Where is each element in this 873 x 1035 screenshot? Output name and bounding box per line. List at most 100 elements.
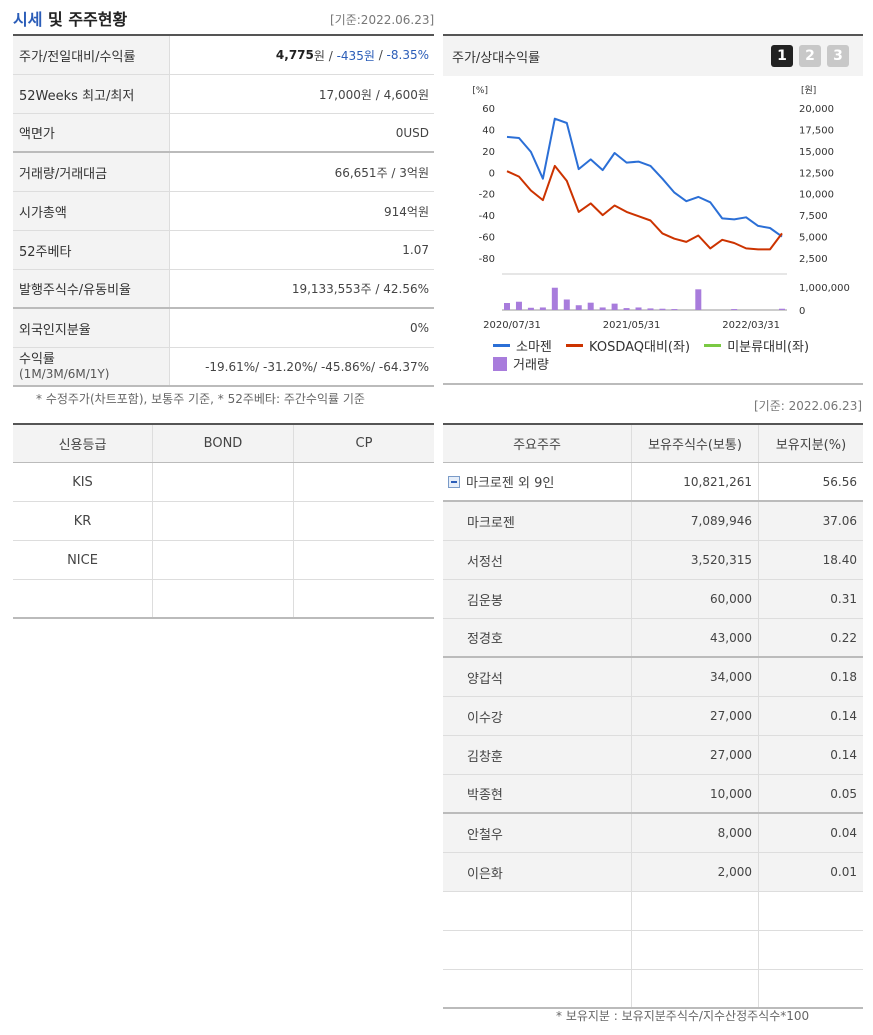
empty-cell bbox=[632, 931, 759, 969]
credit-cp bbox=[294, 580, 434, 617]
volume-bar bbox=[539, 307, 546, 310]
shareholder-row: 정경호 43,000 0.22 bbox=[443, 619, 863, 658]
chart-title: 주가/상대수익률 bbox=[443, 36, 863, 76]
credit-cp bbox=[294, 541, 434, 579]
left-axis-unit: [%] bbox=[472, 86, 488, 96]
left-tick-label: 40 bbox=[482, 125, 495, 136]
legend-series2-label: KOSDAQ대비(좌) bbox=[589, 340, 691, 355]
52week-row: 52Weeks 최고/최저 17,000원 / 4,600원 bbox=[13, 75, 434, 114]
chart-tab-2[interactable]: 2 bbox=[799, 45, 821, 67]
volume-bar bbox=[623, 308, 630, 310]
shareholder-name: 이수강 bbox=[443, 697, 632, 735]
price-unit: 원 / bbox=[313, 48, 337, 63]
empty-cell bbox=[443, 970, 632, 1007]
chart-tab-1[interactable]: 1 bbox=[771, 45, 793, 67]
volume-label: 거래량/거래대금 bbox=[13, 153, 170, 191]
left-tick-label: -80 bbox=[479, 254, 495, 265]
foreign-ratio-label: 외국인지분율 bbox=[13, 309, 170, 347]
price-sep: / bbox=[374, 48, 387, 62]
volume-row: 거래량/거래대금 66,651주 / 3억원 bbox=[13, 153, 434, 192]
group-ratio: 56.56 bbox=[822, 474, 857, 489]
x-tick-label: 2022/03/31 bbox=[722, 320, 780, 331]
volume-bar bbox=[671, 309, 678, 310]
shareholder-shares: 27,000 bbox=[632, 697, 759, 735]
return-label: 수익률 (1M/3M/6M/1Y) bbox=[13, 348, 170, 385]
shareholder-ratio: 0.05 bbox=[830, 786, 857, 801]
legend-box-icon bbox=[493, 356, 507, 371]
empty-cell bbox=[632, 892, 759, 930]
header-shares: 보유주식수(보통) bbox=[632, 425, 759, 462]
credit-cp bbox=[294, 502, 434, 540]
legend-series3: 미분류대비(좌) bbox=[704, 337, 809, 355]
credit-header-rating: 신용등급 bbox=[13, 425, 153, 462]
series-line-1 bbox=[506, 117, 783, 238]
beta-row: 52주베타 1.07 bbox=[13, 231, 434, 270]
price-table: 주가/전일대비/수익률 4,775 원 / -435원 / -8.35% 52W… bbox=[13, 34, 434, 387]
right-tick-label: 2,500 bbox=[799, 254, 828, 265]
shareholder-name: 이은화 bbox=[443, 853, 632, 891]
credit-row-nice: NICE bbox=[13, 541, 434, 580]
shareholder-shares: 7,089,946 bbox=[632, 502, 759, 540]
price-row: 주가/전일대비/수익률 4,775 원 / -435원 / -8.35% bbox=[13, 36, 434, 75]
right-tick-label: 17,500 bbox=[799, 125, 834, 136]
chart-tabs: 1 2 3 bbox=[771, 45, 849, 67]
shareholder-group-row[interactable]: 마크로젠 외 9인 10,821,261 56.56 bbox=[443, 463, 863, 502]
shareholder-ratio: 0.31 bbox=[830, 592, 857, 606]
foreign-ratio-value: 0% bbox=[409, 321, 429, 335]
par-value: 0USD bbox=[395, 125, 429, 140]
shareholder-name: 김창훈 bbox=[443, 736, 632, 774]
shareholder-shares: 8,000 bbox=[632, 814, 759, 852]
volume-bar bbox=[635, 307, 642, 310]
page-title: 시세 및 주주현황 bbox=[13, 10, 128, 29]
left-tick-label: 0 bbox=[489, 168, 495, 179]
return-label-sub: (1M/3M/6M/1Y) bbox=[19, 366, 110, 381]
price-note: * 수정주가(차트포함), 보통주 기준, * 52주베타: 주간수익률 기준 bbox=[36, 392, 365, 406]
shareholder-date: [기준: 2022.06.23] bbox=[754, 399, 863, 413]
price-label: 주가/전일대비/수익률 bbox=[13, 36, 170, 74]
shareholder-name: 정경호 bbox=[443, 619, 632, 656]
right-tick-label: 15,000 bbox=[799, 147, 834, 158]
group-shares: 10,821,261 bbox=[632, 463, 759, 500]
price-chart: [%] [원] 60 40 20 0 -20 -40 -60 -80 20,000 17,500 15,… bbox=[472, 85, 849, 331]
left-tick-label: 20 bbox=[482, 147, 495, 158]
shareholder-name: 서정선 bbox=[443, 541, 632, 579]
legend-line-icon bbox=[566, 344, 584, 347]
volume-bar bbox=[587, 302, 594, 310]
credit-cp bbox=[294, 463, 434, 501]
shareholder-shares: 3,520,315 bbox=[632, 541, 759, 579]
empty-cell bbox=[759, 970, 863, 1007]
shareholder-row: 안철우 8,000 0.04 bbox=[443, 814, 863, 853]
return-value: -19.61%/ -31.20%/ -45.86%/ -64.37% bbox=[205, 359, 429, 374]
shareholder-row: 이은화 2,000 0.01 bbox=[443, 853, 863, 892]
par-value-row: 액면가 0USD bbox=[13, 114, 434, 153]
left-tick-label: -60 bbox=[479, 233, 495, 244]
shareholder-ratio: 37.06 bbox=[822, 514, 857, 528]
shares-issued-row: 발행주식수/유동비율 19,133,553주 / 42.56% bbox=[13, 270, 434, 309]
shareholder-header: 주요주주 보유주식수(보통) 보유지분(%) bbox=[443, 425, 863, 463]
shareholder-shares: 43,000 bbox=[632, 619, 759, 656]
volume-bar bbox=[599, 307, 606, 310]
shareholder-name: 양갑석 bbox=[443, 658, 632, 696]
header-holder: 주요주주 bbox=[443, 425, 632, 462]
52week-label: 52Weeks 최고/최저 bbox=[13, 75, 170, 113]
legend-volume-label: 거래량 bbox=[513, 358, 549, 373]
shareholder-shares: 34,000 bbox=[632, 658, 759, 696]
empty-row bbox=[443, 931, 863, 970]
legend-series1: 소마젠 bbox=[493, 337, 552, 355]
volume-tick-label: 0 bbox=[799, 306, 805, 317]
right-tick-label: 10,000 bbox=[799, 190, 834, 201]
return-label-main: 수익률 bbox=[19, 351, 55, 367]
credit-bond bbox=[153, 502, 294, 540]
shareholder-name: 안철우 bbox=[443, 814, 632, 852]
beta-value: 1.07 bbox=[402, 243, 429, 257]
chart-tab-3[interactable]: 3 bbox=[827, 45, 849, 67]
market-cap-row: 시가총액 914억원 bbox=[13, 192, 434, 231]
shareholder-ratio: 0.01 bbox=[830, 865, 857, 879]
collapse-minus-icon[interactable] bbox=[448, 475, 460, 488]
shareholder-table: 주요주주 보유주식수(보통) 보유지분(%) 마크로젠 외 9인 10,821,… bbox=[443, 423, 863, 1009]
right-tick-label: 20,000 bbox=[799, 104, 834, 115]
credit-bond bbox=[153, 463, 294, 501]
legend-line-icon bbox=[704, 344, 722, 347]
shareholder-name: 김운봉 bbox=[443, 580, 632, 618]
volume-bar bbox=[659, 308, 666, 310]
